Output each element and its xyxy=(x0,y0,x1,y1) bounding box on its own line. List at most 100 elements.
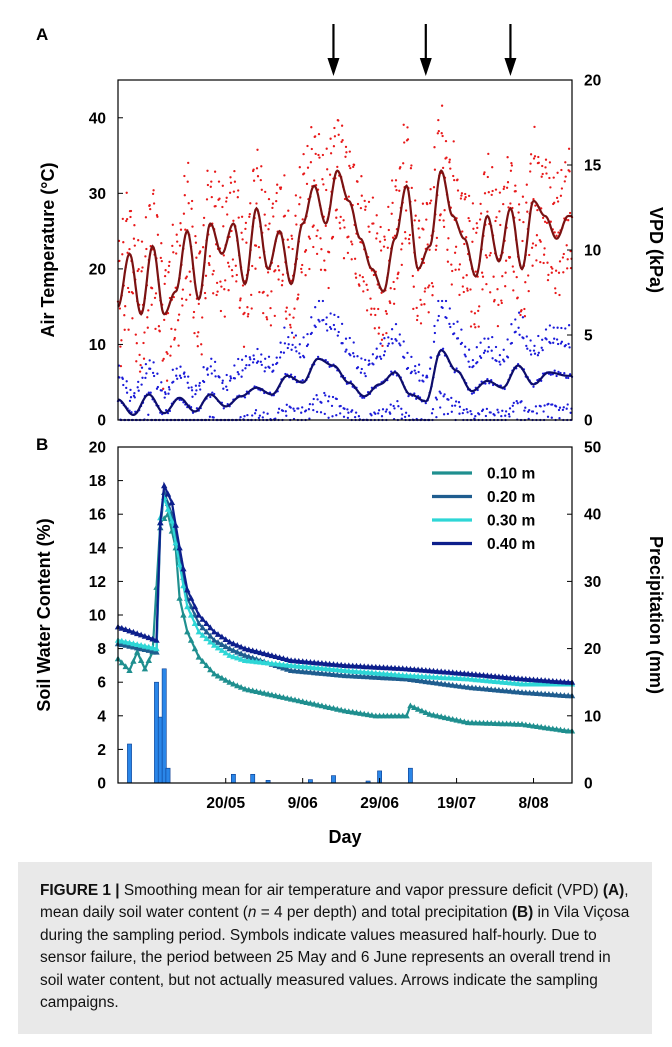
vpd-point xyxy=(260,363,263,367)
vpd-point xyxy=(301,379,304,382)
vpd-point xyxy=(342,415,346,418)
temperature-point xyxy=(373,307,376,310)
temperature-point xyxy=(295,223,298,226)
vpd-point xyxy=(361,396,364,399)
legend-label: 0.20 m xyxy=(487,489,535,506)
temperature-point xyxy=(444,139,448,143)
x-tick-label: 20/05 xyxy=(206,795,245,812)
vpd-point xyxy=(531,410,535,413)
soil-water-marker xyxy=(222,649,229,656)
temperature-point xyxy=(267,197,271,201)
vpd-point xyxy=(302,356,306,359)
temperature-point xyxy=(317,132,321,136)
temperature-point xyxy=(460,194,463,197)
soil-water-marker xyxy=(464,670,472,677)
vpd-point xyxy=(488,382,491,385)
soil-water-marker xyxy=(338,661,345,668)
vpd-point xyxy=(558,417,561,420)
soil-water-marker xyxy=(137,645,145,652)
temperature-point xyxy=(188,293,192,296)
vpd-point xyxy=(306,332,309,336)
soil-water-marker xyxy=(457,717,464,724)
temperature-point xyxy=(272,215,275,218)
vpd-point xyxy=(363,372,366,375)
vpd-point xyxy=(340,322,344,326)
vpd-point xyxy=(226,388,229,392)
soil-water-marker xyxy=(249,658,256,664)
vpd-point xyxy=(213,369,216,372)
temperature-point xyxy=(171,244,174,248)
vpd-point xyxy=(254,409,258,412)
soil-water-marker xyxy=(134,644,141,651)
soil-water-marker xyxy=(522,675,529,682)
soil-water-marker xyxy=(291,667,299,674)
temperature-point xyxy=(273,314,276,318)
temperature-point xyxy=(485,282,488,286)
panel-b-y2-axis-label: Precipitation (mm) xyxy=(646,536,666,694)
soil-water-marker xyxy=(499,687,506,694)
vpd-point xyxy=(297,407,300,410)
temperature-point xyxy=(191,225,194,228)
vpd-point xyxy=(514,318,517,321)
vpd-point xyxy=(190,386,193,389)
vpd-point xyxy=(461,411,464,415)
vpd-point xyxy=(498,360,501,363)
vpd-point xyxy=(156,385,160,389)
temperature-point xyxy=(529,153,533,156)
vpd-point xyxy=(508,407,512,410)
vpd-point xyxy=(148,359,151,362)
soil-water-marker xyxy=(422,709,429,715)
y2-tick-label: 30 xyxy=(584,574,601,591)
temperature-point xyxy=(225,200,228,203)
temperature-point xyxy=(427,286,430,289)
soil-water-marker xyxy=(241,645,249,652)
temperature-point xyxy=(505,186,509,189)
vpd-point xyxy=(351,409,354,412)
temperature-point xyxy=(232,219,235,222)
temperature-point xyxy=(316,229,319,232)
soil-water-marker xyxy=(149,647,156,654)
soil-water-marker xyxy=(403,712,410,719)
temperature-point xyxy=(118,259,121,263)
vpd-point xyxy=(344,350,347,353)
temperature-point xyxy=(238,306,241,309)
vpd-point xyxy=(429,356,433,359)
temperature-point xyxy=(510,164,514,167)
temperature-point xyxy=(503,185,506,188)
soil-water-marker xyxy=(241,685,249,692)
vpd-point xyxy=(277,411,280,414)
vpd-point xyxy=(328,365,331,368)
temperature-point xyxy=(408,233,412,237)
temperature-point xyxy=(527,274,530,277)
soil-water-marker xyxy=(130,658,137,664)
vpd-point xyxy=(128,399,132,403)
y-tick-label: 14 xyxy=(89,540,107,557)
temperature-point xyxy=(329,152,333,155)
soil-water-marker xyxy=(118,641,125,647)
temperature-point xyxy=(377,332,380,335)
vpd-point xyxy=(433,324,436,328)
vpd-point xyxy=(557,408,561,412)
temperature-point xyxy=(124,305,127,308)
vpd-point xyxy=(256,347,259,351)
soil-water-marker xyxy=(368,669,376,676)
vpd-point xyxy=(285,414,288,417)
vpd-point xyxy=(464,355,467,358)
temperature-point xyxy=(543,247,546,250)
temperature-point xyxy=(233,169,236,173)
soil-water-marker xyxy=(341,707,349,714)
temperature-point xyxy=(504,271,507,274)
temperature-point xyxy=(268,222,271,225)
temperature-point xyxy=(352,163,356,167)
vpd-point xyxy=(493,414,496,417)
soil-water-marker xyxy=(418,707,426,714)
temperature-point xyxy=(131,292,135,295)
vpd-point xyxy=(370,414,373,417)
temperature-point xyxy=(200,343,203,346)
temperature-point xyxy=(306,144,309,148)
temperature-point xyxy=(300,267,303,271)
vpd-point xyxy=(453,371,456,374)
temperature-point xyxy=(532,157,536,160)
vpd-point xyxy=(278,356,282,359)
temperature-point xyxy=(308,267,311,271)
